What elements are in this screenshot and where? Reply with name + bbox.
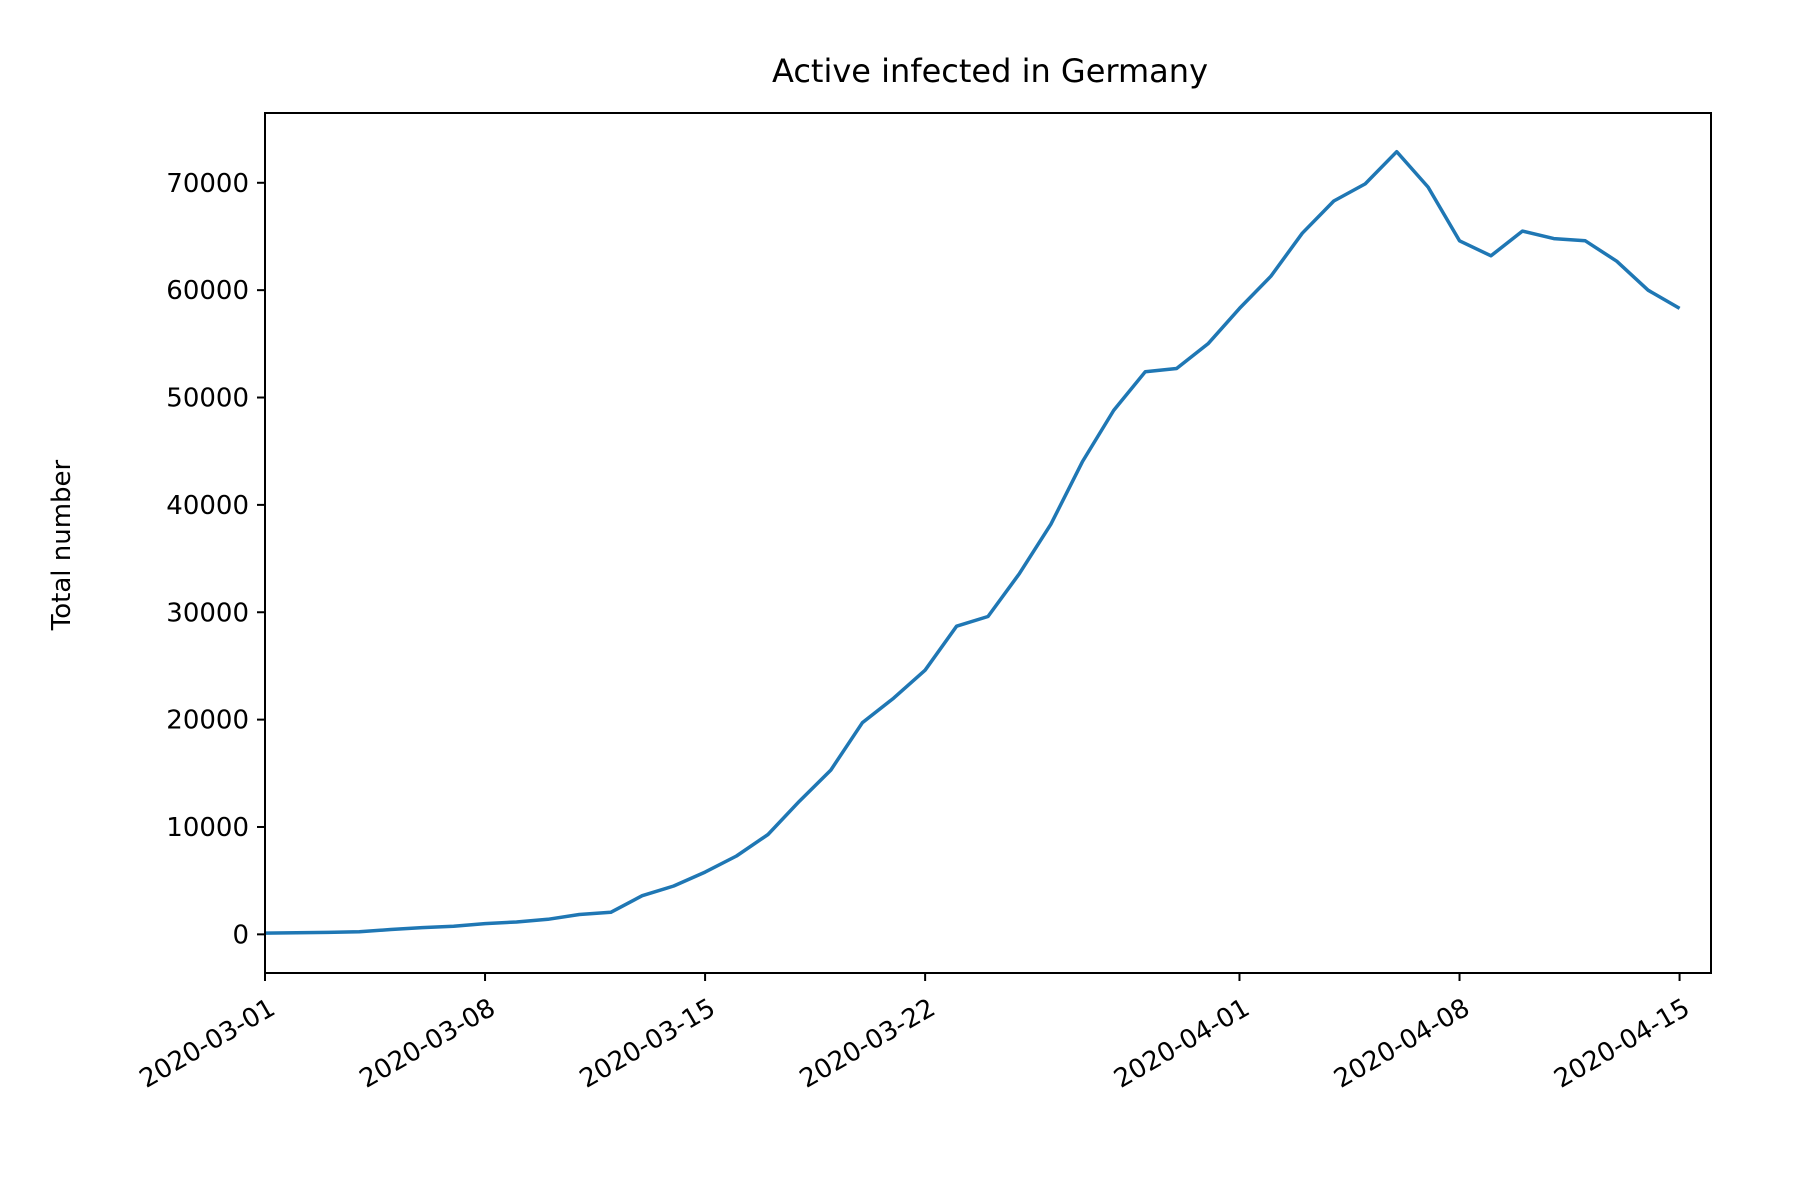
y-tick-label: 60000 xyxy=(166,276,249,306)
y-axis-label: Total number xyxy=(47,459,77,631)
y-tick-label: 40000 xyxy=(166,491,249,521)
y-tick-label: 0 xyxy=(232,920,249,950)
series-layer xyxy=(264,149,1681,935)
x-axis: 2020-03-01 2020-03-08 2020-03-15 2020-03-22… xyxy=(135,973,1695,1095)
y-tick-label: 70000 xyxy=(166,169,249,199)
x-tick-label: 2020-04-15 xyxy=(1549,993,1695,1095)
x-tick-label: 2020-03-15 xyxy=(575,993,721,1095)
x-tick-label: 2020-04-01 xyxy=(1109,993,1255,1095)
plot-frame xyxy=(264,112,1712,974)
x-tick-label: 2020-04-08 xyxy=(1329,993,1475,1095)
x-tick-label: 2020-03-08 xyxy=(355,993,501,1095)
y-tick-label: 20000 xyxy=(166,706,249,736)
chart-title: Active infected in Germany xyxy=(772,52,1208,90)
x-tick-label: 2020-03-22 xyxy=(795,993,941,1095)
x-tick-label: 2020-03-01 xyxy=(135,993,281,1095)
y-tick-label: 50000 xyxy=(166,384,249,414)
series-line xyxy=(264,149,1681,935)
y-axis: 0 10000 20000 30000 40000 50000 60000 70000 xyxy=(166,169,265,950)
y-tick-label: 30000 xyxy=(166,598,249,628)
y-tick-label: 10000 xyxy=(166,813,249,843)
